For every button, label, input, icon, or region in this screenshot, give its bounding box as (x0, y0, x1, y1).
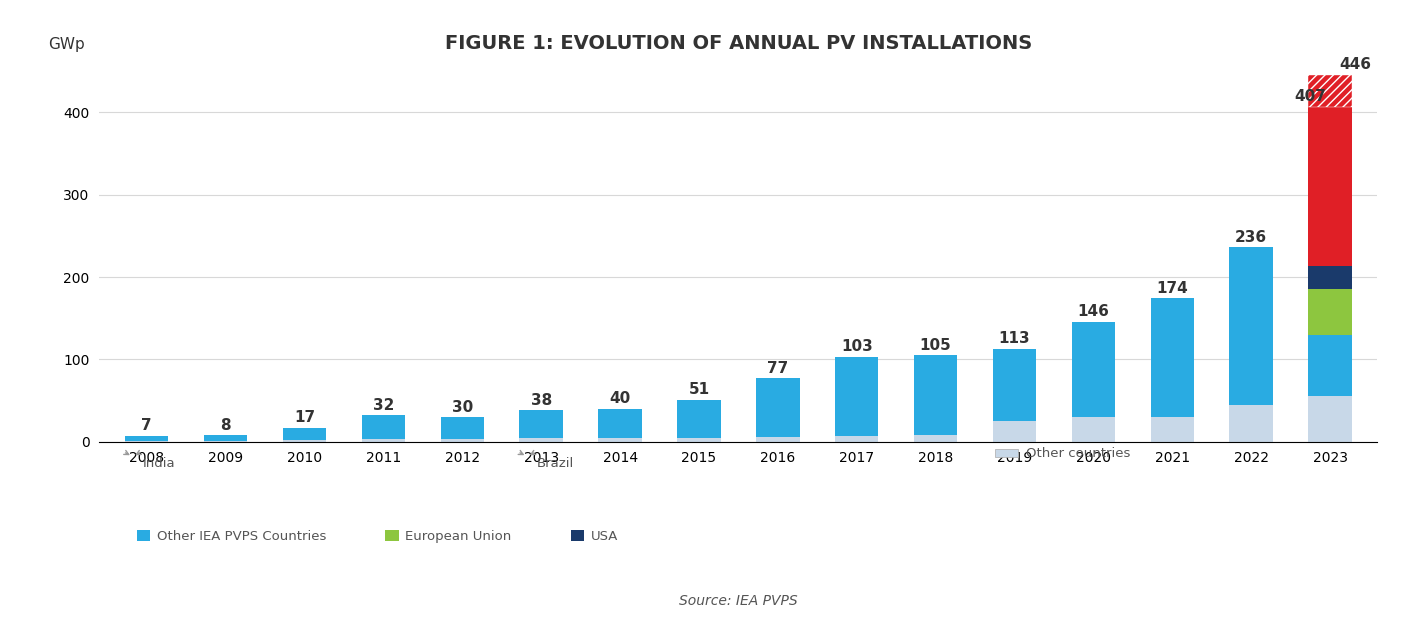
Text: 51: 51 (689, 382, 710, 398)
Title: FIGURE 1: EVOLUTION OF ANNUAL PV INSTALLATIONS: FIGURE 1: EVOLUTION OF ANNUAL PV INSTALL… (444, 34, 1032, 53)
Bar (125, 436, 169, 441)
Bar (993, 349, 1037, 421)
Bar (125, 441, 169, 442)
Bar (204, 441, 247, 442)
Text: 40: 40 (609, 391, 630, 406)
Bar (677, 437, 721, 442)
Bar (677, 399, 721, 437)
Text: Brazil: Brazil (537, 457, 575, 470)
Bar (993, 421, 1037, 442)
Bar (1308, 334, 1352, 396)
Text: 77: 77 (767, 361, 788, 376)
Text: 17: 17 (294, 410, 315, 425)
Bar (1230, 404, 1272, 442)
Bar (1308, 266, 1352, 288)
Bar (440, 439, 484, 442)
Text: 7: 7 (142, 418, 152, 433)
Bar (520, 410, 562, 439)
Text: 146: 146 (1078, 304, 1109, 319)
Bar (362, 439, 405, 442)
Bar (914, 435, 957, 442)
Bar (598, 439, 642, 442)
Text: 446: 446 (1339, 57, 1372, 72)
Text: 105: 105 (920, 338, 951, 353)
Legend: Other IEA PVPS Countries, European Union, USA: Other IEA PVPS Countries, European Union… (132, 525, 623, 549)
Text: 8: 8 (220, 418, 231, 433)
Text: 32: 32 (372, 398, 395, 413)
Bar (1150, 298, 1194, 417)
Bar (204, 435, 247, 441)
Bar (1230, 247, 1272, 404)
Bar (362, 415, 405, 439)
Text: 30: 30 (452, 399, 473, 415)
Bar (755, 437, 799, 442)
Bar (1308, 107, 1352, 266)
Bar (835, 357, 879, 436)
Text: Source: IEA PVPS: Source: IEA PVPS (679, 594, 798, 608)
Bar (1308, 74, 1352, 107)
Text: GWp: GWp (48, 37, 85, 52)
Bar (835, 436, 879, 442)
Bar (440, 417, 484, 439)
Bar (914, 355, 957, 435)
Bar (520, 439, 562, 442)
Bar (283, 428, 327, 440)
Text: Other countries: Other countries (1027, 447, 1130, 460)
Text: 103: 103 (841, 339, 873, 355)
Bar (1072, 417, 1115, 442)
Bar (283, 440, 327, 442)
Text: India: India (143, 457, 176, 470)
Text: 38: 38 (531, 393, 552, 408)
Bar (755, 379, 799, 437)
FancyBboxPatch shape (995, 449, 1018, 457)
Bar (1150, 417, 1194, 442)
Text: 113: 113 (998, 331, 1031, 346)
Bar (1308, 396, 1352, 442)
Text: 236: 236 (1235, 230, 1267, 245)
Bar (1072, 322, 1115, 417)
Text: 407: 407 (1295, 89, 1326, 104)
Bar (598, 409, 642, 439)
Text: 174: 174 (1156, 281, 1189, 296)
Bar (1308, 288, 1352, 334)
